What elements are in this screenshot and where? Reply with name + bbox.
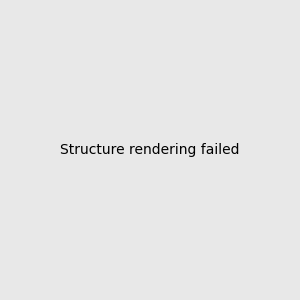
Text: Structure rendering failed: Structure rendering failed [60,143,240,157]
